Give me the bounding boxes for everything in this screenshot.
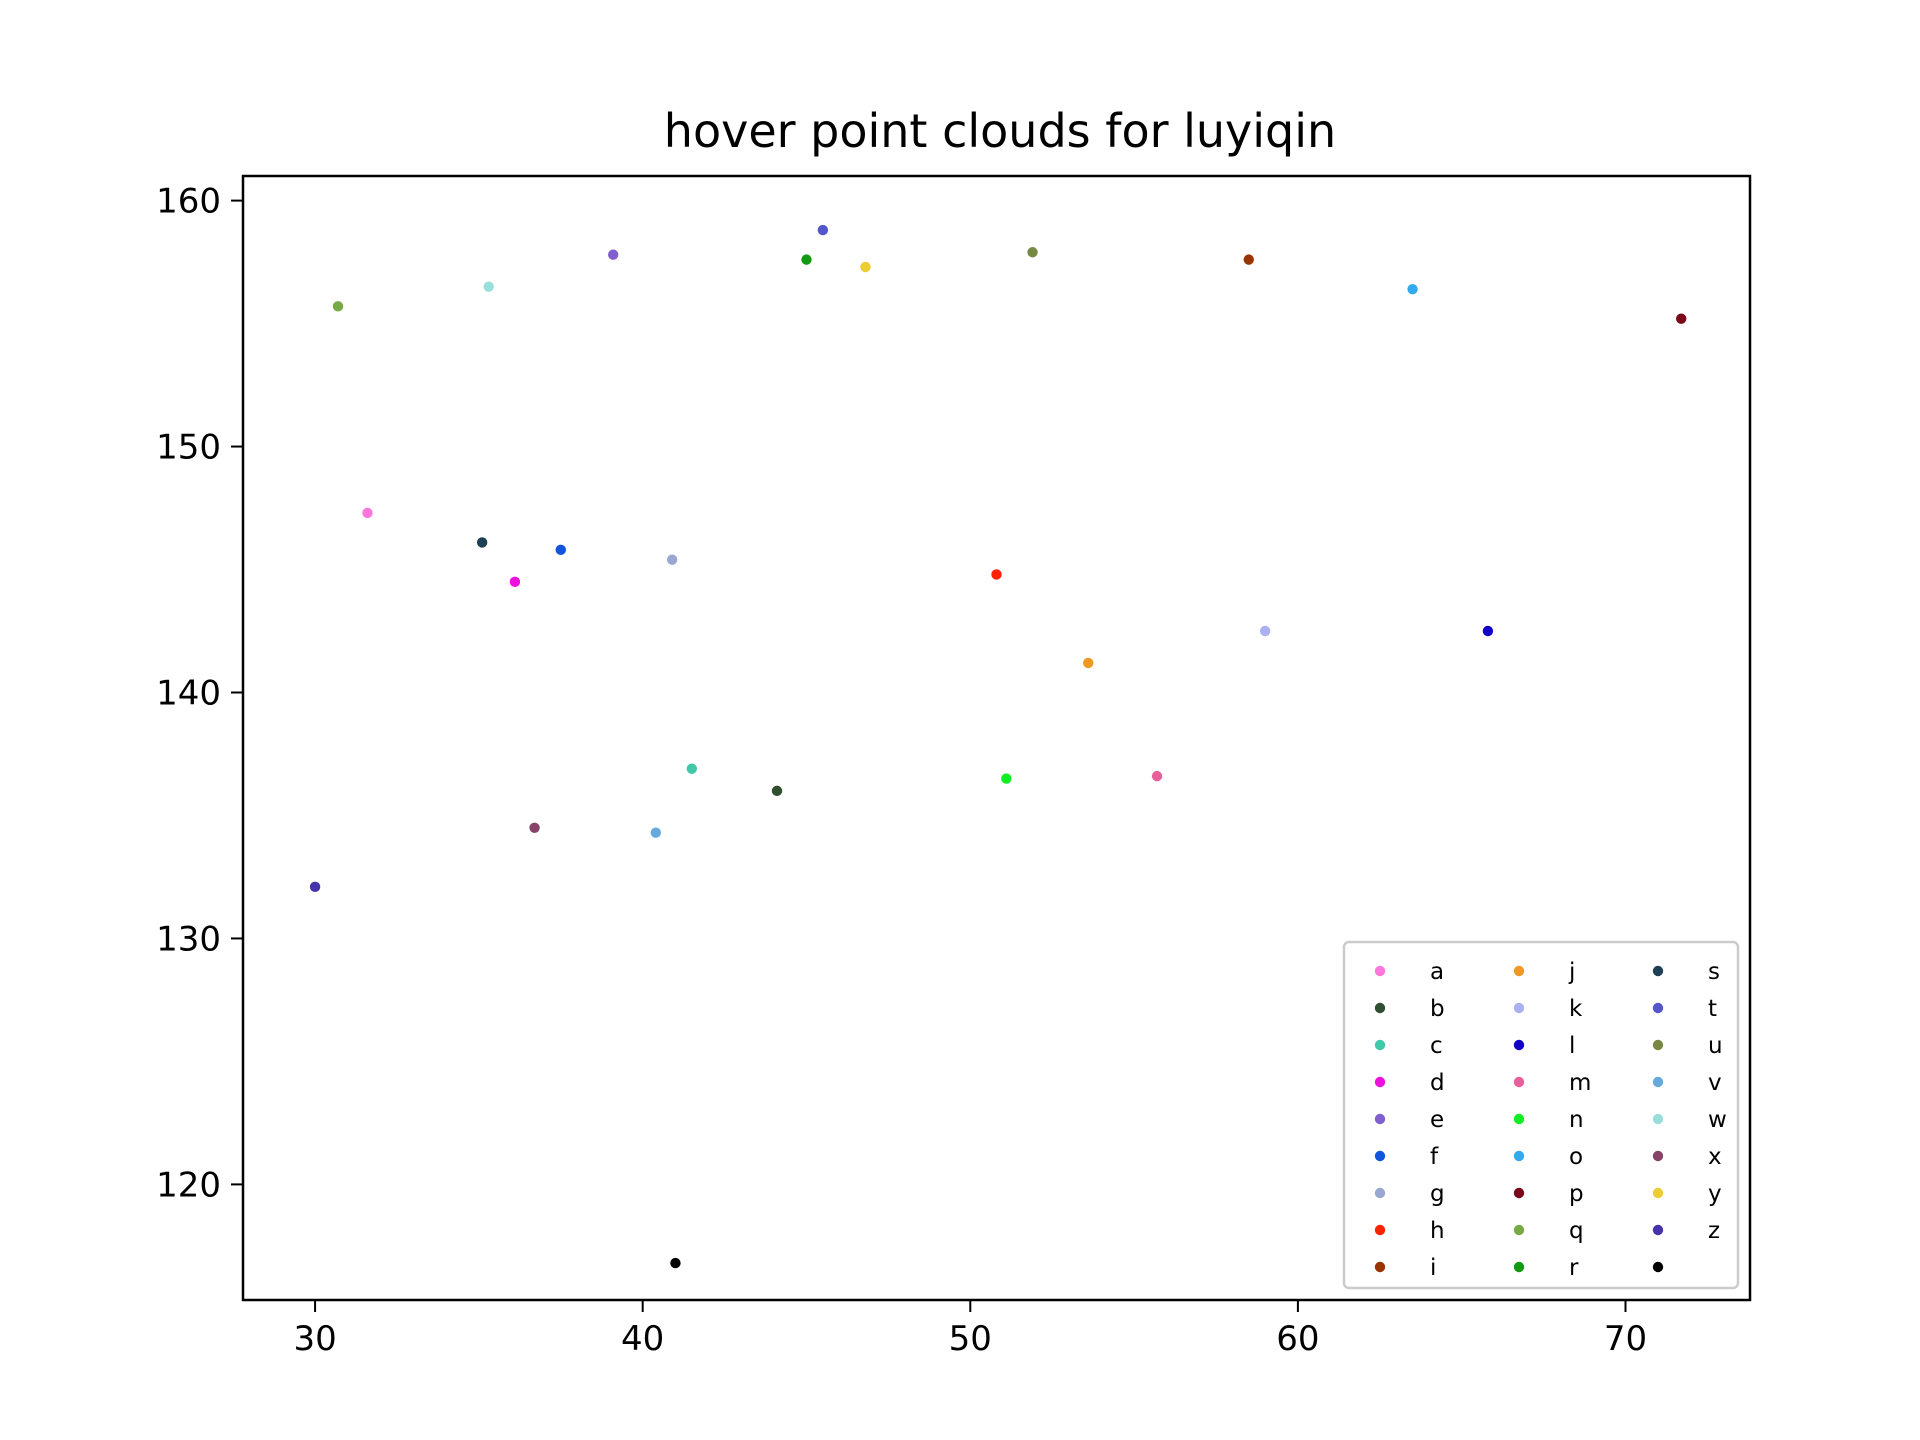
legend-label: i [1430, 1255, 1436, 1281]
data-point-c [686, 763, 698, 774]
data-point-f [555, 544, 566, 556]
legend-marker [1374, 1187, 1386, 1199]
legend-label: k [1569, 996, 1583, 1022]
legend-marker [1513, 1002, 1525, 1014]
legend-label: x [1708, 1144, 1722, 1170]
legend-label: s [1708, 959, 1720, 985]
data-point-m [1151, 770, 1163, 782]
data-point-h [991, 569, 1002, 580]
x-tick-label: 60 [1276, 1319, 1319, 1359]
legend-marker [1374, 1076, 1386, 1088]
legend-label: b [1430, 996, 1445, 1022]
data-point-k [1259, 625, 1271, 637]
data-point-j [1083, 657, 1094, 669]
legend-label: q [1569, 1218, 1584, 1244]
legend-label: z [1708, 1218, 1720, 1244]
legend-label: l [1569, 1033, 1575, 1059]
x-tick-label: 40 [621, 1319, 664, 1359]
data-point-g [666, 554, 678, 565]
x-axis: 30 40 50 60 70 [293, 1300, 1647, 1359]
legend-marker [1652, 1150, 1664, 1162]
legend-marker [1652, 1261, 1664, 1273]
y-tick-label: 120 [156, 1165, 221, 1205]
legend-marker [1652, 965, 1664, 977]
x-tick-label: 50 [949, 1319, 992, 1359]
legend-label: p [1569, 1181, 1584, 1207]
data-point-p [1676, 313, 1687, 324]
data-point-a [362, 507, 373, 519]
y-tick-label: 130 [156, 919, 221, 959]
legend-marker [1374, 965, 1386, 977]
data-point-t [817, 224, 829, 236]
data-point-l [1482, 625, 1494, 637]
legend-label: m [1569, 1070, 1591, 1096]
legend-marker [1652, 1039, 1664, 1051]
chart-title: hover point clouds for luyiqin [664, 104, 1336, 158]
data-points [309, 224, 1687, 1269]
legend-marker [1652, 1002, 1664, 1014]
y-tick-label: 140 [156, 673, 221, 713]
y-tick-label: 160 [156, 182, 221, 222]
legend-label: d [1430, 1070, 1445, 1096]
legend-marker [1374, 1261, 1386, 1273]
legend-label: r [1569, 1255, 1579, 1281]
legend-marker [1652, 1113, 1664, 1125]
data-point-r [801, 254, 812, 265]
legend-marker [1513, 1187, 1525, 1199]
data-point-n [1001, 773, 1012, 784]
data-point-y [860, 261, 871, 273]
legend-label: j [1568, 959, 1575, 985]
legend-label: v [1708, 1070, 1722, 1096]
legend-label: n [1569, 1107, 1584, 1133]
legend-marker [1374, 1002, 1386, 1014]
legend-label: o [1569, 1144, 1583, 1170]
data-point-v [650, 827, 661, 838]
legend-label: u [1708, 1033, 1723, 1059]
legend-marker [1513, 1224, 1525, 1236]
data-point-e [607, 249, 619, 260]
legend-marker [1374, 1150, 1386, 1162]
legend-marker [1374, 1039, 1386, 1051]
legend-label: g [1430, 1181, 1445, 1207]
legend-label: w [1708, 1107, 1727, 1133]
legend-marker [1652, 1224, 1664, 1236]
legend-marker [1513, 1039, 1525, 1051]
legend-marker [1513, 1150, 1525, 1162]
legend-marker [1513, 1261, 1525, 1273]
y-axis: 120 130 140 150 160 [156, 182, 243, 1205]
data-point-q [332, 301, 344, 312]
data-point-d [509, 576, 521, 588]
legend-label: h [1430, 1218, 1445, 1244]
data-point-b [771, 785, 783, 797]
legend-label: t [1708, 996, 1717, 1022]
data-point-i [1243, 254, 1254, 265]
legend-marker [1513, 1076, 1525, 1088]
legend-marker [1513, 1113, 1525, 1125]
x-tick-label: 70 [1604, 1319, 1647, 1359]
data-point-z [309, 881, 321, 893]
data-point [670, 1257, 681, 1269]
data-point-u [1027, 247, 1038, 258]
legend-marker [1652, 1076, 1664, 1088]
data-point-s [476, 537, 488, 548]
data-point-o [1407, 283, 1418, 295]
legend-label: f [1430, 1144, 1439, 1170]
legend-marker [1652, 1187, 1664, 1199]
legend-label: a [1430, 959, 1444, 985]
legend-label: c [1430, 1033, 1443, 1059]
data-point-x [529, 822, 540, 833]
legend-label: e [1430, 1107, 1444, 1133]
plot-area [241, 174, 1752, 1302]
legend-box [1342, 940, 1740, 1290]
legend-marker [1374, 1113, 1386, 1125]
data-point-w [483, 281, 494, 292]
y-tick-label: 150 [156, 428, 221, 468]
legend-label: y [1708, 1181, 1722, 1207]
x-tick-label: 30 [293, 1319, 336, 1359]
legend-marker [1513, 965, 1525, 977]
legend-marker [1374, 1224, 1386, 1236]
